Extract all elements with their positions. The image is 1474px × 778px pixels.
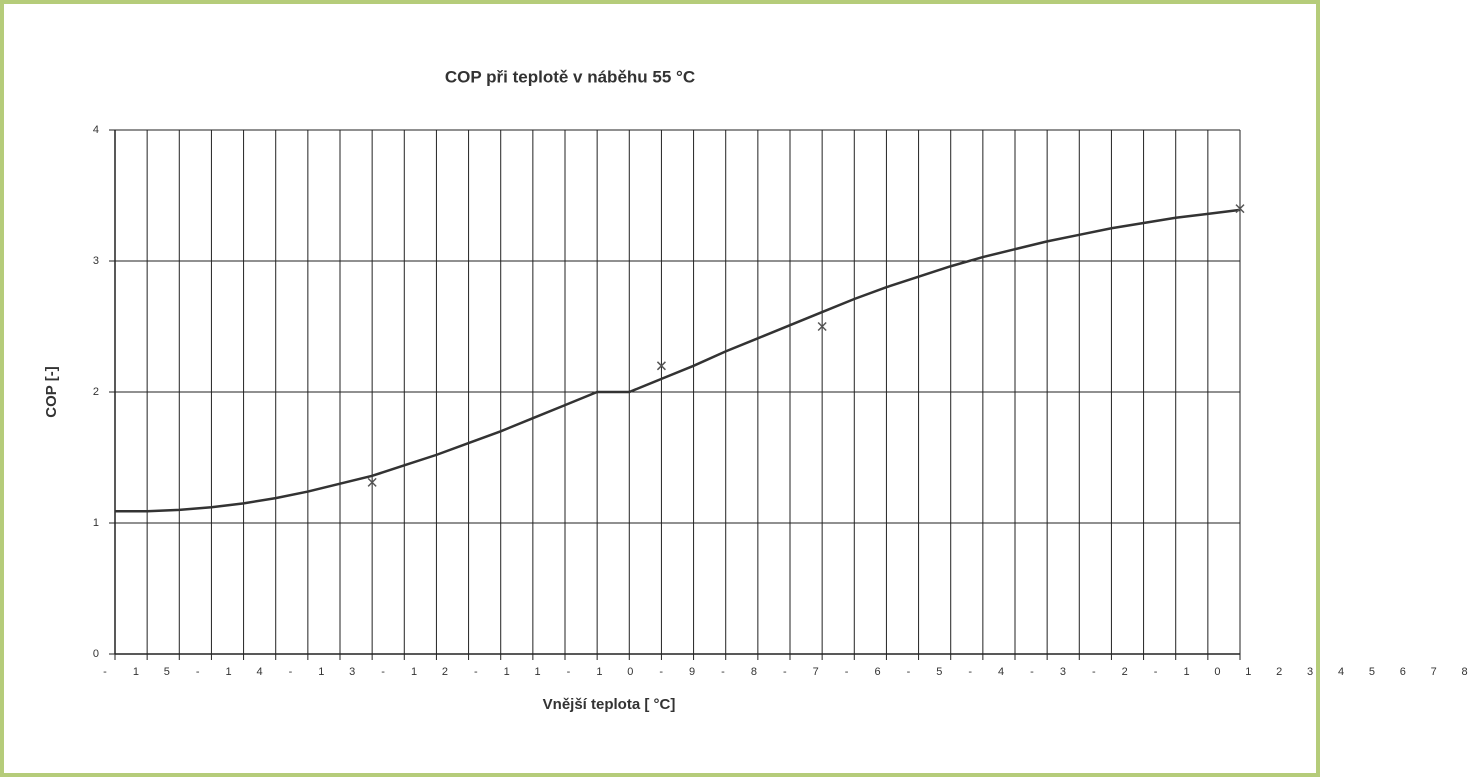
frame: [0, 0, 1320, 777]
x-tick-label: 1: [1183, 666, 1189, 678]
x-tick-label: -: [1030, 666, 1034, 678]
x-tick-label: 8: [1462, 666, 1468, 678]
x-tick-label: -: [783, 666, 787, 678]
x-tick-label: 3: [1307, 666, 1313, 678]
y-tick-label: 0: [93, 648, 99, 660]
x-tick-label: -: [1092, 666, 1096, 678]
x-tick-label: -: [968, 666, 972, 678]
x-tick-label: 3: [349, 666, 355, 678]
x-tick-label: -: [659, 666, 663, 678]
x-tick-label: -: [907, 666, 911, 678]
x-marker: [367, 477, 377, 487]
x-tick-label: 1: [226, 666, 232, 678]
x-axis-title: Vnější teplota [ °C]: [543, 696, 676, 713]
x-tick-label: 8: [751, 666, 757, 678]
x-tick-label: 5: [936, 666, 942, 678]
x-marker: [656, 361, 666, 371]
y-tick-label: 4: [93, 124, 99, 136]
curve: [115, 208, 1241, 513]
chart-title: COP při teplotě v náběhu 55 °C: [445, 67, 695, 86]
x-tick-label: -: [474, 666, 478, 678]
y-tick-label: 3: [93, 255, 99, 267]
x-tick-label: 3: [1060, 666, 1066, 678]
x-tick-label: 5: [164, 666, 170, 678]
x-tick-label: 7: [813, 666, 819, 678]
x-tick-label: -: [1154, 666, 1158, 678]
x-tick-label: 1: [1245, 666, 1251, 678]
x-tick-label: 1: [504, 666, 510, 678]
x-tick-label: 1: [596, 666, 602, 678]
x-tick-label: -: [289, 666, 293, 678]
x-tick-label: 6: [1400, 666, 1406, 678]
x-tick-label: 4: [256, 666, 262, 678]
y-axis-title: COP [-]: [43, 366, 60, 417]
x-tick-label: 5: [1369, 666, 1375, 678]
x-tick-label: 2: [1122, 666, 1128, 678]
x-tick-label: 4: [998, 666, 1004, 678]
x-marker: [1235, 204, 1245, 214]
x-tick-label: 1: [318, 666, 324, 678]
x-marker: [817, 321, 827, 332]
x-tick-label: 2: [1276, 666, 1282, 678]
y-tick-label: 2: [93, 386, 99, 398]
x-tick-label: -: [103, 666, 107, 678]
x-tick-label: 4: [1338, 666, 1344, 678]
x-tick-label: 6: [874, 666, 880, 678]
x-tick-label: -: [845, 666, 849, 678]
x-tick-label: 0: [1214, 666, 1220, 678]
x-tick-label: -: [381, 666, 385, 678]
x-tick-label: -: [721, 666, 725, 678]
x-tick-label: -: [567, 666, 571, 678]
x-tick-label: 1: [535, 666, 541, 678]
x-tick-label: 1: [133, 666, 139, 678]
x-tick-label: 2: [442, 666, 448, 678]
x-tick-label: 0: [627, 666, 633, 678]
x-tick-label: 7: [1431, 666, 1437, 678]
y-tick-label: 1: [93, 517, 99, 529]
x-tick-label: 1: [411, 666, 417, 678]
x-tick-label: -: [196, 666, 200, 678]
x-tick-label: 9: [689, 666, 695, 678]
